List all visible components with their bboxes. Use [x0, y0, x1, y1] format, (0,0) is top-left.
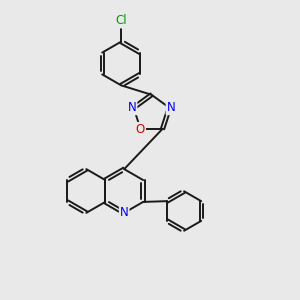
- Text: O: O: [136, 123, 145, 136]
- Text: N: N: [120, 206, 129, 219]
- Text: N: N: [128, 101, 136, 114]
- Text: N: N: [167, 101, 175, 114]
- Text: Cl: Cl: [116, 14, 127, 28]
